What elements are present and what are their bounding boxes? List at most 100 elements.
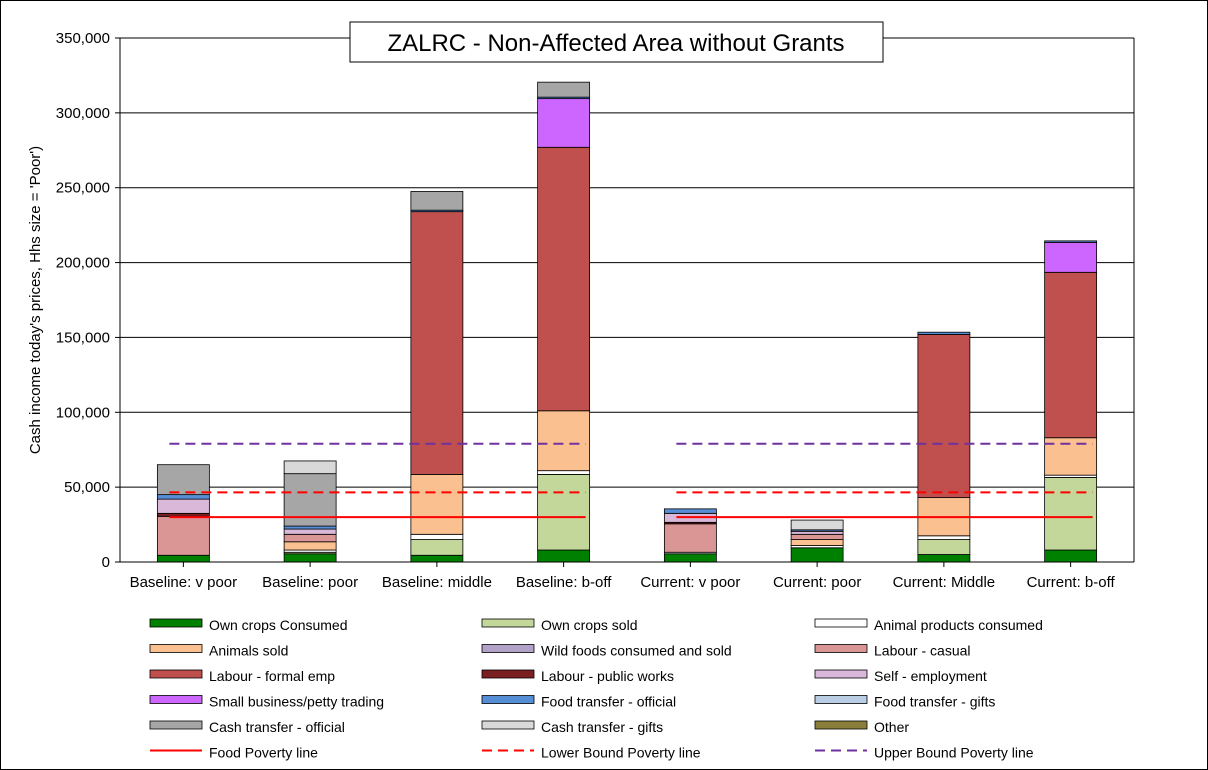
legend-label: Animal products consumed xyxy=(874,617,1043,633)
legend-swatch xyxy=(814,720,868,730)
legend-label: Self - employment xyxy=(874,668,987,684)
bar-segment xyxy=(410,474,464,535)
bar-segment xyxy=(1044,240,1098,243)
bar-segment xyxy=(537,146,591,412)
bar-segment xyxy=(537,474,591,551)
y-tick-label: 100,000 xyxy=(56,404,110,421)
x-category-label: Current: poor xyxy=(773,574,861,591)
chart-title: ZALRC - Non-Affected Area without Grants xyxy=(387,30,844,57)
bar-segment xyxy=(410,554,464,563)
legend-swatch xyxy=(814,695,868,704)
legend-label: Cash transfer - official xyxy=(209,719,345,735)
legend-label: Own crops sold xyxy=(541,617,637,633)
bar-segment xyxy=(283,473,337,527)
y-axis-label: Cash income today's prices, Hhs size = '… xyxy=(27,146,44,454)
chart-title-border xyxy=(349,21,884,63)
y-tick-label: 350,000 xyxy=(56,30,110,47)
bar-segment xyxy=(537,549,591,563)
bar-segment xyxy=(410,539,464,556)
legend-swatch xyxy=(481,720,535,730)
legend-label: Food transfer - gifts xyxy=(874,694,995,710)
y-tick-label: 50,000 xyxy=(64,479,110,496)
legend-swatch xyxy=(481,695,535,704)
bar-segment xyxy=(537,470,591,475)
legend-label: Other xyxy=(874,719,909,735)
legend-label: Wild foods consumed and sold xyxy=(541,643,732,659)
bar-stacks xyxy=(156,81,1098,563)
legend-swatch xyxy=(814,669,868,679)
y-tick-label: 250,000 xyxy=(56,180,110,197)
x-axis-categories: Baseline: v poor Baseline: poor Baseline: … xyxy=(130,562,1116,591)
bar-segment xyxy=(283,553,337,563)
bar-segment xyxy=(156,512,210,517)
y-tick-label: 300,000 xyxy=(56,105,110,122)
bar-segment xyxy=(156,494,210,500)
legend-swatch xyxy=(481,644,535,653)
legend-swatch xyxy=(149,720,203,730)
y-axis-ticks: 0 50,000 100,000 150,000 200,000 250,000 300,0… xyxy=(56,30,120,571)
legend-label: Labour - formal emp xyxy=(209,668,335,684)
legend-label: Food transfer - official xyxy=(541,694,676,710)
bar-segment xyxy=(410,211,464,475)
y-tick-label: 200,000 xyxy=(56,255,110,272)
bar-segment xyxy=(283,528,337,535)
bar-segment xyxy=(790,547,844,563)
legend-label: Food Poverty line xyxy=(209,745,318,761)
legend-swatch xyxy=(814,618,868,628)
bar-segment xyxy=(790,539,844,546)
x-category-label: Baseline: poor xyxy=(262,574,358,591)
legend-swatch xyxy=(149,695,203,704)
bar-segment xyxy=(790,530,844,535)
bar-segment xyxy=(1044,241,1098,273)
bar-segment xyxy=(663,523,717,553)
poverty-lines xyxy=(169,442,1093,519)
legend-swatch xyxy=(481,618,535,628)
axes xyxy=(119,37,1135,563)
bar-segment xyxy=(790,519,844,531)
bar-segment xyxy=(663,553,717,563)
bar-segment xyxy=(156,515,210,556)
legend: Own crops Consumed Own crops sold Animal p… xyxy=(149,617,1043,761)
bar-segment xyxy=(917,535,971,540)
bar-segment xyxy=(917,334,971,499)
x-category-label: Current: v poor xyxy=(640,574,740,591)
legend-label: Upper Bound Poverty line xyxy=(874,745,1034,761)
bar-segment xyxy=(537,98,591,148)
gridlines xyxy=(120,37,1134,488)
y-tick-label: 150,000 xyxy=(56,329,110,346)
legend-swatch xyxy=(149,669,203,679)
chart-title-box: ZALRC - Non-Affected Area without Grants xyxy=(349,21,884,63)
bar-segment xyxy=(410,533,464,540)
bar-segment xyxy=(283,460,337,475)
bar-segment xyxy=(283,541,337,551)
x-category-label: Current: Middle xyxy=(893,574,996,591)
x-category-label: Current: b-off xyxy=(1027,574,1116,591)
legend-label: Cash transfer - gifts xyxy=(541,719,663,735)
legend-label: Labour - casual xyxy=(874,643,971,659)
bar-segment xyxy=(283,533,337,543)
legend-swatch xyxy=(814,644,868,653)
legend-label: Lower Bound Poverty line xyxy=(541,745,701,761)
bar-segment xyxy=(410,191,464,211)
bar-segment xyxy=(537,81,591,98)
bar-segment xyxy=(156,498,210,514)
bar-segment xyxy=(917,554,971,563)
bar-segment xyxy=(663,508,717,514)
bar-segment xyxy=(1044,549,1098,563)
legend-label: Own crops Consumed xyxy=(209,617,348,633)
bar-segment xyxy=(917,539,971,555)
legend-label: Labour - public works xyxy=(541,668,674,684)
bar-segment xyxy=(156,554,210,563)
bar-segment xyxy=(917,331,971,335)
bar-segment xyxy=(1044,477,1098,551)
x-category-label: Baseline: middle xyxy=(382,574,492,591)
bar-segment xyxy=(283,525,337,530)
legend-swatch xyxy=(149,644,203,653)
legend-swatch xyxy=(481,669,535,679)
bar-segment xyxy=(537,410,591,472)
bar-segment xyxy=(790,533,844,540)
legend-label: Animals sold xyxy=(209,643,288,659)
bar-segment xyxy=(1044,271,1098,439)
